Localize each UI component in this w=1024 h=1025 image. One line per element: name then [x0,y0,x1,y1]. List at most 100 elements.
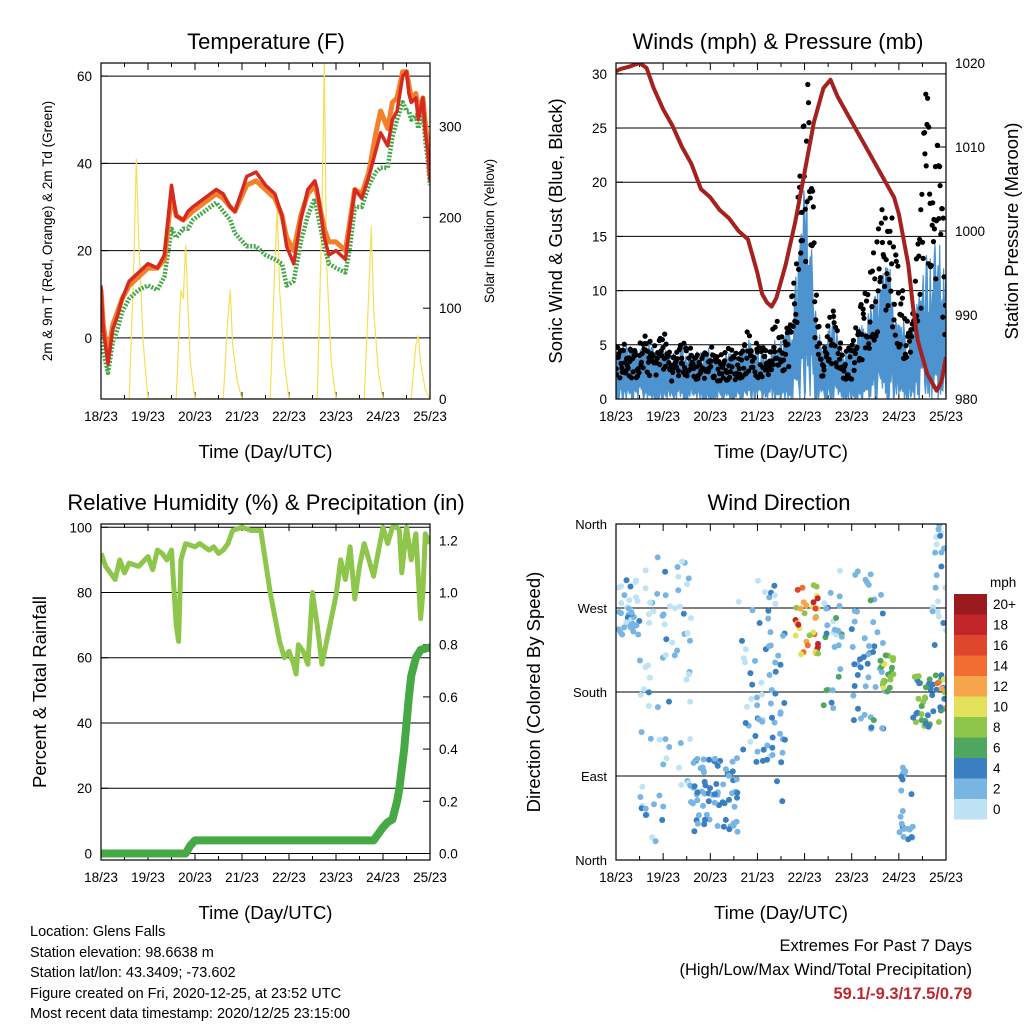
gust-point [826,356,832,362]
gust-point [684,373,690,379]
gust-point [861,315,867,321]
direction-point [940,620,946,626]
direction-point [623,577,630,584]
panel-temperature: Temperature (F) Time (Day/UTC) 2m & 9m T (… [40,29,497,462]
direction-point [775,652,782,659]
gust-point [851,367,857,373]
direction-point [700,756,707,763]
direction-point [640,686,647,693]
gust-point [923,163,929,169]
y-tick-label: 20 [592,175,607,190]
colorbar-label: 16 [993,638,1008,653]
direction-point [645,689,652,696]
direction-point [679,558,686,565]
gust-point [676,373,682,379]
y-tick-label: 40 [77,156,92,171]
direction-point [767,700,774,707]
gust-point [937,183,943,189]
info-created: Figure created on Fri, 2020-12-25, at 23… [30,985,342,1002]
gust-point [891,301,898,307]
direction-point [629,626,636,633]
direction-point [656,792,663,799]
direction-point [687,698,694,705]
x-tick-label: 25/23 [413,870,447,885]
direction-point [813,583,820,590]
direction-point [899,764,906,771]
direction-point [882,652,889,659]
gust-point [821,367,827,373]
y-right-tick-label: 0.8 [439,638,458,653]
direction-point [703,811,710,818]
direction-point [849,644,856,650]
direction-point [833,615,840,621]
gust-point [890,244,897,250]
y-tick-label: 0 [84,331,92,346]
direction-point [722,766,729,773]
gust-point [878,220,885,226]
direction-point [938,563,945,570]
gust-point [869,268,876,274]
direction-point [929,608,936,615]
direction-xlabel: Time (Day/UTC) [714,902,848,923]
gust-point [783,351,789,357]
series-gust [616,81,946,384]
direction-point [726,826,733,833]
gust-point [797,173,803,179]
direction-point [663,755,670,762]
y-right-tick-label: 100 [439,301,462,316]
direction-point [766,594,773,601]
direction-point [755,577,761,584]
direction-point [642,805,649,812]
direction-point [752,657,758,664]
direction-point [923,684,929,691]
direction-point [779,798,786,805]
direction-point [927,686,934,692]
gust-point [920,255,926,261]
gust-point [659,337,666,343]
direction-point [749,681,756,688]
direction-point [666,698,672,705]
direction-point [659,817,666,823]
direction-point [747,738,754,745]
direction-point [626,597,633,604]
series-2m-t [101,69,430,366]
direction-point [695,812,702,819]
gust-point [904,318,910,324]
direction-point [857,715,864,722]
x-tick-label: 18/23 [599,870,633,885]
gust-point [879,207,885,213]
direction-point [675,573,682,580]
humidity-series [101,524,430,858]
direction-point [860,654,867,660]
direction-point [827,589,834,596]
direction-point [633,622,640,629]
direction-point [759,718,766,725]
gust-point [930,239,937,245]
x-tick-label: 24/23 [882,409,916,424]
direction-point [656,736,663,743]
gust-point [687,345,694,351]
direction-point [637,691,644,698]
extremes-values: 59.1/-9.3/17.5/0.79 [833,985,972,1003]
gust-point [616,366,619,372]
direction-point [798,651,805,658]
x-tick-label: 20/23 [178,409,212,424]
gust-point [709,344,715,350]
direction-point [870,619,877,626]
direction-point [714,762,721,769]
direction-point [806,632,813,639]
direction-point [651,801,657,808]
colorbar-swatch [954,717,987,738]
direction-point [754,748,761,755]
gust-point [636,370,642,376]
direction-point [879,610,886,617]
gust-point [762,353,768,359]
x-tick-label: 24/23 [882,870,916,885]
gust-point [804,199,810,205]
gust-point [866,345,872,351]
gust-point [722,350,728,356]
direction-point [837,567,843,574]
direction-point [742,720,749,726]
gust-point [928,262,934,268]
direction-point [764,756,770,763]
